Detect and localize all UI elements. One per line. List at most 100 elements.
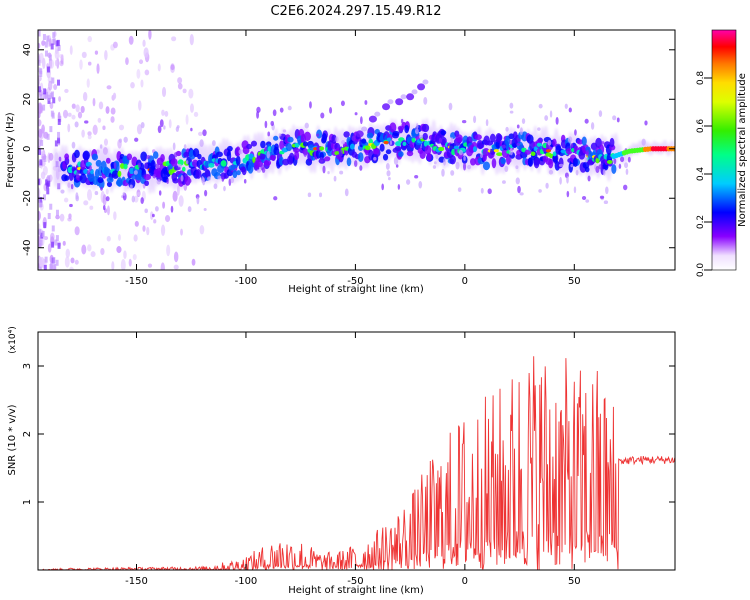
heatmap-cell [192, 148, 200, 158]
heatmap-hot-cell [123, 163, 128, 170]
heatmap-speck [480, 152, 483, 159]
heatmap-cell [504, 135, 511, 146]
heatmap-speck [118, 138, 122, 143]
heatmap-speck [230, 176, 235, 184]
heatmap-cell [97, 177, 104, 184]
heatmap-speck [450, 170, 455, 176]
heatmap-cell [581, 136, 587, 146]
heatmap-cell [302, 141, 308, 147]
heatmap-speck [359, 165, 363, 171]
heatmap-speck [485, 119, 489, 127]
heatmap-cell [216, 151, 223, 158]
heatmap-speck [267, 131, 271, 137]
heatmap-speck [140, 121, 145, 129]
heatmap-cell [111, 170, 119, 179]
heatmap-speck [196, 196, 200, 205]
heatmap-cell [611, 164, 617, 174]
heatmap-speck [432, 165, 437, 169]
heatmap-cell [470, 158, 476, 166]
heatmap-cell [64, 153, 70, 160]
snr-x-axis-label: Height of straight line (km) [288, 585, 424, 596]
heatmap-noise-cell [160, 262, 165, 270]
heatmap-hot-cell [386, 137, 392, 142]
heatmap-speck [443, 157, 446, 166]
heatmap-noise-cell [44, 50, 48, 57]
heatmap-noise-cell [110, 116, 115, 123]
heatmap-speck [282, 129, 287, 133]
heatmap-noise-cell [47, 175, 51, 182]
heatmap-noise-cell [43, 88, 47, 95]
heatmap-speck [418, 180, 423, 189]
heatmap-speck [278, 133, 282, 137]
heatmap-noise-cell [142, 39, 146, 47]
heatmap-noise-cell [143, 47, 149, 58]
heatmap-cell [321, 133, 328, 143]
spectrogram-frame [37, 29, 676, 271]
heatmap-speck [574, 129, 577, 136]
heatmap-speck [340, 100, 345, 107]
heatmap-noise-cell [53, 263, 57, 270]
heatmap-noise-cell [106, 235, 111, 242]
heatmap-cell [91, 153, 99, 161]
heatmap-speck [601, 141, 605, 145]
heatmap-speck [266, 150, 270, 159]
heatmap-noise-cell [161, 86, 167, 98]
heatmap-noise-cell [96, 63, 100, 74]
heatmap-noise-cell [150, 211, 154, 220]
heatmap-noise-cell [58, 115, 62, 122]
heatmap-noise-cell [49, 59, 55, 69]
heatmap-noise-cell [39, 70, 43, 77]
heatmap-noise-cell [98, 101, 104, 110]
heatmap-speck [461, 119, 467, 124]
heatmap-noise-cell [177, 77, 183, 84]
heatmap-speck [386, 170, 391, 177]
heatmap-cell [294, 150, 300, 161]
heatmap-speck [406, 179, 411, 185]
heatmap-speck [307, 192, 312, 198]
heatmap-speck [581, 195, 587, 201]
y-tick-label: -20 [22, 190, 33, 206]
heatmap-speck [555, 116, 559, 125]
heatmap-noise-cell [112, 41, 118, 49]
heatmap-speck [517, 185, 521, 194]
heatmap-noise-cell [71, 114, 76, 120]
heatmap-speck [319, 192, 323, 198]
heatmap-speck [515, 177, 520, 185]
heatmap-cell [382, 153, 389, 161]
heatmap-speck [515, 165, 519, 170]
heatmap-noise-cell [38, 103, 42, 115]
heatmap-speck [509, 139, 513, 145]
heatmap-noise-cell [138, 100, 142, 111]
heatmap-cell [273, 146, 280, 156]
heatmap-noise-cell [92, 124, 98, 136]
heatmap-cell [303, 131, 311, 142]
heatmap-noise-cell [177, 82, 183, 90]
heatmap-branch-halo [400, 94, 407, 100]
heatmap-speck [603, 200, 609, 205]
heatmap-noise-cell [157, 63, 161, 72]
heatmap-noise-cell [132, 253, 137, 261]
heatmap-speck [624, 162, 629, 169]
heatmap-speck [618, 163, 622, 169]
heatmap-noise-cell [133, 234, 138, 242]
heatmap-speck [338, 149, 343, 157]
spectrogram-x-axis-label: Height of straight line (km) [288, 284, 424, 295]
heatmap-noise-cell [38, 201, 42, 208]
heatmap-noise-cell [38, 119, 42, 127]
heatmap-noise-cell [41, 40, 46, 46]
heatmap-noise-cell [47, 94, 51, 101]
heatmap-noise-cell [50, 91, 54, 98]
heatmap-speck [155, 163, 160, 169]
heatmap-cell [95, 159, 102, 167]
heatmap-noise-cell [105, 106, 110, 114]
heatmap-speck [344, 188, 349, 197]
heatmap-speck [211, 140, 216, 146]
heatmap-noise-cell [89, 205, 94, 210]
x-tick-label: 0 [462, 276, 468, 287]
heatmap-cell [346, 157, 352, 167]
heatmap-speck [598, 164, 603, 170]
heatmap-noise-cell [58, 96, 62, 102]
heatmap-noise-cell [52, 32, 56, 39]
heatmap-noise-cell [100, 247, 105, 256]
heatmap-noise-cell [42, 104, 46, 111]
